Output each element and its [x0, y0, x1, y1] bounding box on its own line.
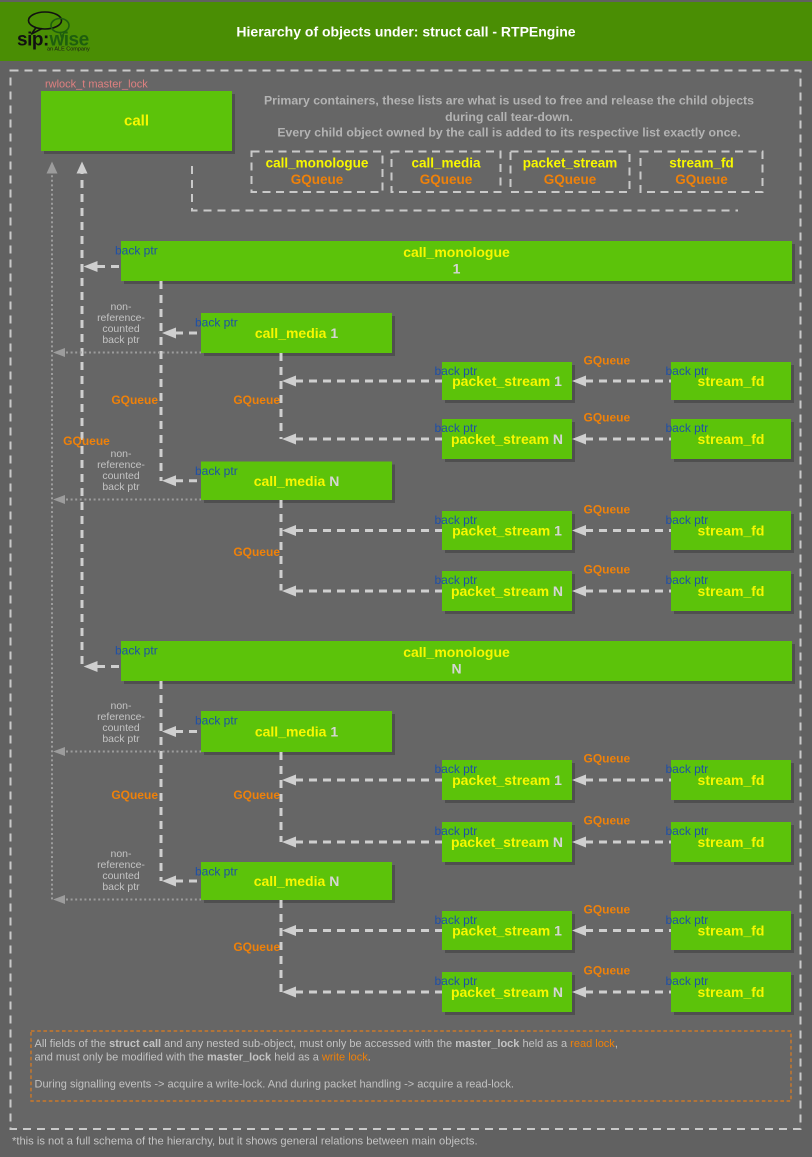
svg-text:GQueue: GQueue: [233, 788, 280, 802]
svg-text:GQueue: GQueue: [291, 172, 344, 187]
svg-text:back ptr: back ptr: [435, 762, 478, 776]
svg-text:All fields of the struct call: All fields of the struct call and any ne…: [35, 1038, 618, 1050]
svg-text:back ptr: back ptr: [666, 573, 709, 587]
svg-text:back ptr: back ptr: [195, 316, 238, 330]
svg-text:back ptr: back ptr: [102, 881, 140, 893]
svg-text:GQueue: GQueue: [420, 172, 473, 187]
svg-text:back ptr: back ptr: [435, 421, 478, 435]
svg-text:call_media: call_media: [411, 156, 481, 171]
svg-text:back ptr: back ptr: [195, 865, 238, 879]
svg-text:1: 1: [453, 261, 461, 277]
svg-text:back ptr: back ptr: [666, 364, 709, 378]
svg-text:GQueue: GQueue: [233, 545, 280, 559]
svg-text:back ptr: back ptr: [435, 364, 478, 378]
svg-text:packet_stream N: packet_stream N: [451, 583, 563, 599]
svg-text:back ptr: back ptr: [115, 244, 158, 258]
svg-text:stream_fd: stream_fd: [698, 523, 765, 539]
svg-text:*this is not a full schema of: *this is not a full schema of the hierar…: [12, 1136, 478, 1148]
svg-text:non-: non-: [110, 301, 132, 313]
svg-text:call_media N: call_media N: [254, 473, 340, 489]
svg-text:an ALE Company: an ALE Company: [47, 47, 90, 53]
svg-text:packet_stream 1: packet_stream 1: [452, 772, 562, 788]
svg-text:packet_stream 1: packet_stream 1: [452, 923, 562, 939]
svg-text:N: N: [451, 661, 461, 677]
svg-text:back ptr: back ptr: [195, 464, 238, 478]
svg-text:counted: counted: [102, 470, 140, 482]
svg-text:call_media N: call_media N: [254, 873, 340, 889]
svg-text:GQueue: GQueue: [584, 503, 631, 517]
svg-text:back ptr: back ptr: [102, 334, 140, 346]
svg-text:stream_fd: stream_fd: [669, 156, 734, 171]
svg-text:packet_stream N: packet_stream N: [451, 834, 563, 850]
svg-text:packet_stream 1: packet_stream 1: [452, 373, 562, 389]
svg-text:GQueue: GQueue: [584, 903, 631, 917]
svg-text:counted: counted: [102, 722, 140, 734]
svg-text:back ptr: back ptr: [666, 974, 709, 988]
svg-text:reference-: reference-: [97, 459, 145, 471]
svg-text:Primary containers, these list: Primary containers, these lists are what…: [264, 94, 754, 108]
svg-text:during call tear-down.: during call tear-down.: [445, 110, 573, 124]
svg-text:GQueue: GQueue: [584, 563, 631, 577]
svg-text:stream_fd: stream_fd: [698, 373, 765, 389]
svg-text:back ptr: back ptr: [435, 974, 478, 988]
svg-text:back ptr: back ptr: [435, 913, 478, 927]
svg-text:back ptr: back ptr: [435, 513, 478, 527]
svg-text:counted: counted: [102, 870, 140, 882]
svg-text:call_media 1: call_media 1: [255, 724, 339, 740]
svg-text:GQueue: GQueue: [584, 752, 631, 766]
svg-text:counted: counted: [102, 323, 140, 335]
svg-text:GQueue: GQueue: [111, 393, 158, 407]
svg-text:reference-: reference-: [97, 711, 145, 723]
svg-text:reference-: reference-: [97, 859, 145, 871]
svg-text:packet_stream N: packet_stream N: [451, 431, 563, 447]
svg-text:GQueue: GQueue: [584, 814, 631, 828]
svg-text:non-: non-: [110, 700, 132, 712]
svg-text:back ptr: back ptr: [102, 481, 140, 493]
svg-text:GQueue: GQueue: [233, 940, 280, 954]
svg-text:stream_fd: stream_fd: [698, 834, 765, 850]
svg-text:and must only be modified with: and must only be modified with the maste…: [35, 1052, 371, 1064]
svg-text:back ptr: back ptr: [102, 733, 140, 745]
svg-text:reference-: reference-: [97, 312, 145, 324]
svg-text:GQueue: GQueue: [544, 172, 597, 187]
svg-text:stream_fd: stream_fd: [698, 772, 765, 788]
svg-text:Hierarchy of objects under: st: Hierarchy of objects under: struct call …: [236, 24, 575, 40]
svg-text:stream_fd: stream_fd: [698, 984, 765, 1000]
svg-text:GQueue: GQueue: [63, 434, 110, 448]
svg-text:call_monologue: call_monologue: [403, 644, 510, 660]
svg-text:back ptr: back ptr: [195, 714, 238, 728]
svg-text:back ptr: back ptr: [666, 421, 709, 435]
svg-text:GQueue: GQueue: [675, 172, 728, 187]
svg-text:GQueue: GQueue: [233, 393, 280, 407]
svg-text:call_monologue: call_monologue: [266, 156, 369, 171]
svg-text:wise: wise: [49, 30, 89, 51]
svg-text:GQueue: GQueue: [584, 354, 631, 368]
svg-text:back ptr: back ptr: [435, 824, 478, 838]
svg-text:GQueue: GQueue: [584, 411, 631, 425]
svg-text:non-: non-: [110, 848, 132, 860]
svg-text:call_monologue: call_monologue: [403, 244, 510, 260]
svg-text:Every child object owned by th: Every child object owned by the call is …: [277, 126, 740, 140]
svg-text:GQueue: GQueue: [584, 964, 631, 978]
svg-text:call_media 1: call_media 1: [255, 325, 339, 341]
svg-text:packet_stream 1: packet_stream 1: [452, 523, 562, 539]
svg-text:non-: non-: [110, 448, 132, 460]
svg-text:back ptr: back ptr: [666, 513, 709, 527]
svg-text:rwlock_t master_lock: rwlock_t master_lock: [45, 79, 148, 91]
svg-text:back ptr: back ptr: [435, 573, 478, 587]
svg-text:stream_fd: stream_fd: [698, 583, 765, 599]
svg-text:During signalling events -> ac: During signalling events -> acquire a wr…: [35, 1078, 514, 1090]
svg-text:sip:: sip:: [17, 30, 49, 51]
svg-text:packet_stream: packet_stream: [523, 156, 618, 171]
svg-text:stream_fd: stream_fd: [698, 431, 765, 447]
svg-text:back ptr: back ptr: [115, 644, 158, 658]
svg-text:call: call: [124, 113, 149, 130]
svg-text:back ptr: back ptr: [666, 762, 709, 776]
svg-text:GQueue: GQueue: [111, 788, 158, 802]
svg-text:packet_stream N: packet_stream N: [451, 984, 563, 1000]
svg-text:stream_fd: stream_fd: [698, 923, 765, 939]
svg-text:back ptr: back ptr: [666, 824, 709, 838]
svg-text:back ptr: back ptr: [666, 913, 709, 927]
